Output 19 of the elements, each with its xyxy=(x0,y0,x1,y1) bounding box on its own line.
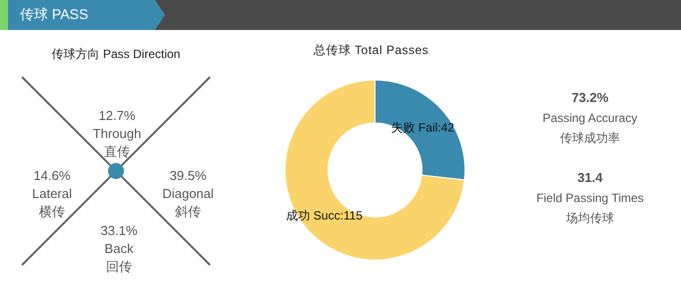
text: 传球 PASS xyxy=(20,6,88,24)
text: 39.5% xyxy=(170,168,206,183)
slice-label: 成功 Succ xyxy=(286,208,340,222)
text: 33.1% xyxy=(100,223,138,238)
category-label: Field Passing Times 场均传球 xyxy=(535,190,645,227)
text: 73.2% xyxy=(572,90,608,105)
category-label: Lateral 横传 xyxy=(31,185,73,221)
category-label: Back 回传 xyxy=(104,240,134,276)
chart-title: 总传球 Total Passes xyxy=(312,42,430,59)
donut-slice xyxy=(284,80,465,260)
category-label: Through 直传 xyxy=(92,125,142,161)
data-label: :42 xyxy=(438,120,455,134)
text: 31.4 xyxy=(577,170,603,185)
category-label: Diagonal 斜传 xyxy=(161,185,215,221)
category-label: Passing Accuracy 传球成功率 xyxy=(542,110,638,147)
text: 14.6% xyxy=(34,168,70,183)
text: 12.7% xyxy=(98,108,136,123)
data-label: :115 xyxy=(340,208,363,222)
text: 传球方向 Pass Direction xyxy=(50,46,182,63)
